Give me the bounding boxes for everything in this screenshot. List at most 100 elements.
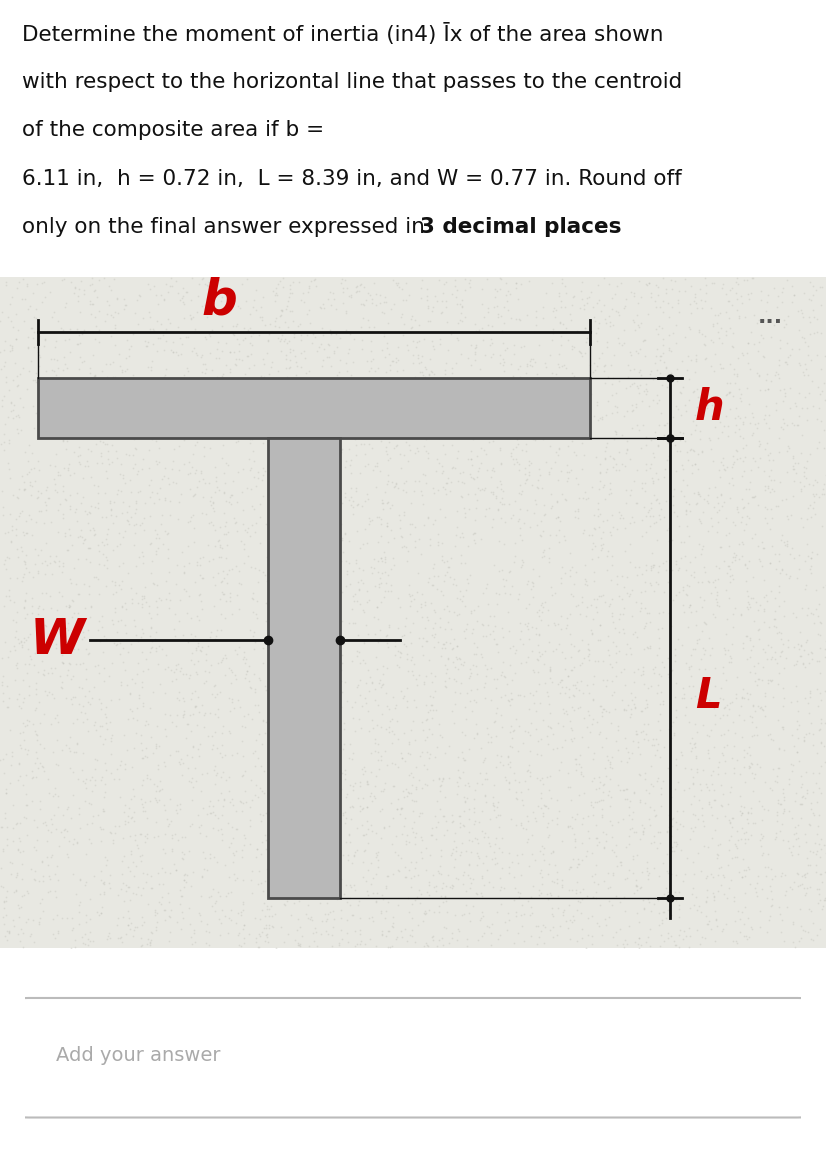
Point — [437, 600, 450, 618]
Point — [491, 699, 504, 718]
Point — [55, 679, 69, 697]
Point — [808, 614, 821, 632]
Point — [339, 761, 352, 779]
Point — [95, 771, 108, 790]
Point — [148, 775, 161, 793]
Point — [109, 824, 122, 843]
Point — [640, 561, 653, 579]
Point — [386, 917, 399, 935]
Point — [389, 699, 402, 718]
Point — [187, 862, 200, 881]
Point — [561, 608, 574, 627]
Point — [657, 602, 670, 621]
Point — [535, 548, 548, 566]
Point — [433, 864, 446, 882]
Point — [275, 302, 288, 320]
Point — [568, 810, 582, 829]
Point — [361, 416, 374, 435]
Point — [485, 733, 498, 751]
Point — [157, 875, 170, 894]
Point — [556, 484, 569, 503]
Point — [490, 727, 503, 746]
Point — [0, 673, 8, 691]
Point — [536, 298, 549, 317]
Point — [525, 713, 538, 732]
Point — [278, 773, 291, 792]
Point — [438, 787, 451, 806]
Point — [575, 764, 588, 783]
Point — [375, 490, 388, 509]
Point — [684, 829, 697, 847]
Point — [688, 639, 701, 658]
Point — [51, 466, 64, 484]
Point — [780, 532, 793, 550]
Point — [736, 868, 749, 887]
Point — [463, 822, 476, 840]
Point — [256, 309, 269, 327]
Point — [387, 918, 400, 936]
Point — [263, 882, 277, 901]
Point — [494, 895, 507, 913]
Point — [312, 753, 325, 771]
Point — [329, 849, 342, 867]
Point — [76, 393, 89, 412]
Point — [817, 421, 826, 439]
Point — [714, 689, 727, 707]
Point — [464, 335, 477, 354]
Point — [73, 695, 86, 713]
Point — [335, 780, 348, 799]
Point — [330, 452, 344, 470]
Point — [712, 558, 725, 577]
Point — [620, 584, 634, 602]
Point — [733, 787, 747, 806]
Point — [38, 331, 51, 349]
Point — [729, 416, 743, 435]
Point — [278, 583, 291, 601]
Point — [98, 783, 112, 801]
Point — [819, 864, 826, 882]
Point — [477, 331, 490, 349]
Point — [40, 686, 54, 704]
Point — [398, 687, 411, 705]
Point — [225, 911, 238, 929]
Point — [279, 350, 292, 369]
Point — [240, 662, 254, 681]
Point — [64, 573, 78, 592]
Point — [748, 306, 761, 325]
Point — [613, 622, 626, 640]
Point — [580, 571, 593, 590]
Point — [555, 356, 568, 375]
Point — [672, 907, 686, 926]
Point — [78, 876, 92, 895]
Point — [642, 397, 655, 415]
Point — [762, 910, 775, 928]
Point — [136, 450, 150, 468]
Point — [603, 594, 616, 613]
Point — [150, 342, 164, 361]
Point — [790, 784, 803, 802]
Point — [710, 590, 723, 608]
Point — [656, 653, 669, 672]
Point — [581, 718, 594, 736]
Point — [501, 691, 515, 710]
Point — [47, 551, 60, 570]
Point — [556, 876, 569, 895]
Point — [0, 907, 10, 926]
Point — [97, 627, 111, 645]
Point — [0, 303, 9, 321]
Point — [131, 370, 145, 388]
Point — [104, 501, 117, 519]
Point — [411, 866, 425, 884]
Point — [130, 379, 143, 398]
Point — [726, 570, 739, 588]
Point — [798, 284, 811, 303]
Point — [154, 371, 168, 390]
Point — [776, 392, 789, 410]
Point — [610, 575, 623, 593]
Point — [707, 605, 720, 623]
Point — [711, 586, 724, 605]
Point — [387, 808, 400, 827]
Point — [449, 868, 463, 887]
Point — [682, 526, 695, 544]
Point — [736, 547, 749, 565]
